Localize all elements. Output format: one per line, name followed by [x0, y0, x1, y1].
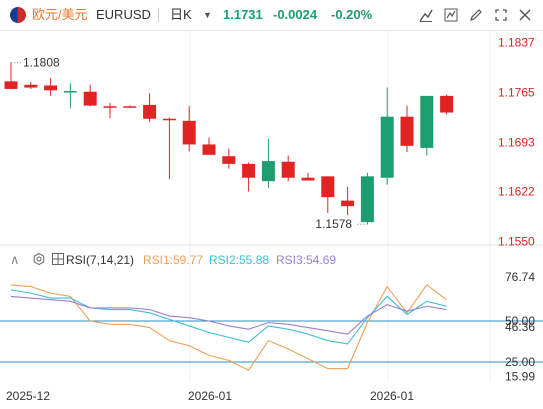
- divider: [158, 8, 159, 22]
- candle-down: [242, 163, 256, 178]
- rsi-tick-label: 76.74: [505, 270, 535, 284]
- candle-up: [261, 161, 275, 182]
- candle-down: [143, 104, 157, 119]
- indicator-icon[interactable]: [443, 7, 459, 23]
- candle-down: [162, 118, 176, 121]
- expand-icon[interactable]: [493, 7, 509, 23]
- x-tick-label: 2026-01: [370, 389, 414, 403]
- candle-down: [103, 106, 117, 108]
- rsi-line-rsi1: [10, 284, 447, 371]
- price-change: -0.0024: [273, 7, 318, 22]
- candle-up: [360, 176, 374, 223]
- rsi-line-rsi2: [10, 289, 447, 345]
- low-annotation: 1.1578: [315, 217, 352, 231]
- candle-up: [380, 116, 394, 178]
- high-annotation: 1.1808: [23, 56, 60, 70]
- candle-down: [182, 120, 196, 145]
- period-selector[interactable]: 日K: [170, 7, 192, 22]
- candle-down: [400, 116, 414, 146]
- x-tick-label: 2025-12: [6, 389, 50, 403]
- eu-us-flag-icon: [10, 7, 26, 23]
- price-tick-label: 1.1765: [498, 85, 535, 99]
- candle-down: [202, 144, 216, 155]
- rsi-collapse-icon[interactable]: ∧: [10, 252, 20, 267]
- price-tick-label: 1.1837: [498, 35, 535, 49]
- candle-up: [420, 95, 434, 148]
- rsi1-value: RSI1:59.77: [143, 253, 204, 267]
- last-price: 1.1731: [223, 7, 263, 22]
- candle-down: [44, 85, 58, 91]
- candle-down: [301, 177, 315, 181]
- candle-down: [341, 200, 355, 207]
- pair-name[interactable]: 欧元/美元: [32, 7, 88, 22]
- candle-down: [24, 84, 38, 88]
- top-toolbar: 欧元/美元 EURUSD 日K ▼ 1.1731 -0.0024 -0.20%: [0, 0, 543, 31]
- rsi-tick-label: 50.00: [505, 314, 535, 328]
- candle-down: [321, 176, 335, 198]
- draw-tool-icon[interactable]: [418, 7, 434, 23]
- candle-down: [281, 161, 295, 178]
- price-tick-label: 1.1622: [498, 185, 535, 199]
- period-dropdown-icon[interactable]: ▼: [203, 10, 212, 20]
- rsi3-value: RSI3:54.69: [276, 253, 337, 267]
- drawing-pen-icon[interactable]: [468, 7, 484, 23]
- close-icon[interactable]: [517, 7, 533, 23]
- rsi-line-rsi3: [10, 295, 447, 335]
- rsi-tick-label: 46.36: [505, 320, 535, 334]
- rsi2-value: RSI2:55.88: [209, 253, 270, 267]
- rsi-grid-icon[interactable]: [52, 253, 64, 268]
- candle-down: [4, 81, 18, 89]
- candle-down: [123, 106, 137, 108]
- rsi-label: RSI(7,14,21): [66, 253, 135, 267]
- price-tick-label: 1.1693: [498, 135, 535, 149]
- candle-down: [83, 91, 97, 106]
- candle-up: [63, 91, 77, 93]
- candle-down: [440, 95, 454, 113]
- candle-down: [222, 156, 236, 164]
- rsi-settings-icon[interactable]: [33, 252, 45, 268]
- x-tick-label: 2026-01: [188, 389, 232, 403]
- price-change-pct: -0.20%: [331, 7, 373, 22]
- rsi-tick-label: 15.99: [505, 370, 535, 384]
- symbol-code: EURUSD: [96, 7, 151, 22]
- rsi-tick-label: 25.00: [505, 355, 535, 369]
- price-tick-label: 1.1550: [498, 235, 535, 249]
